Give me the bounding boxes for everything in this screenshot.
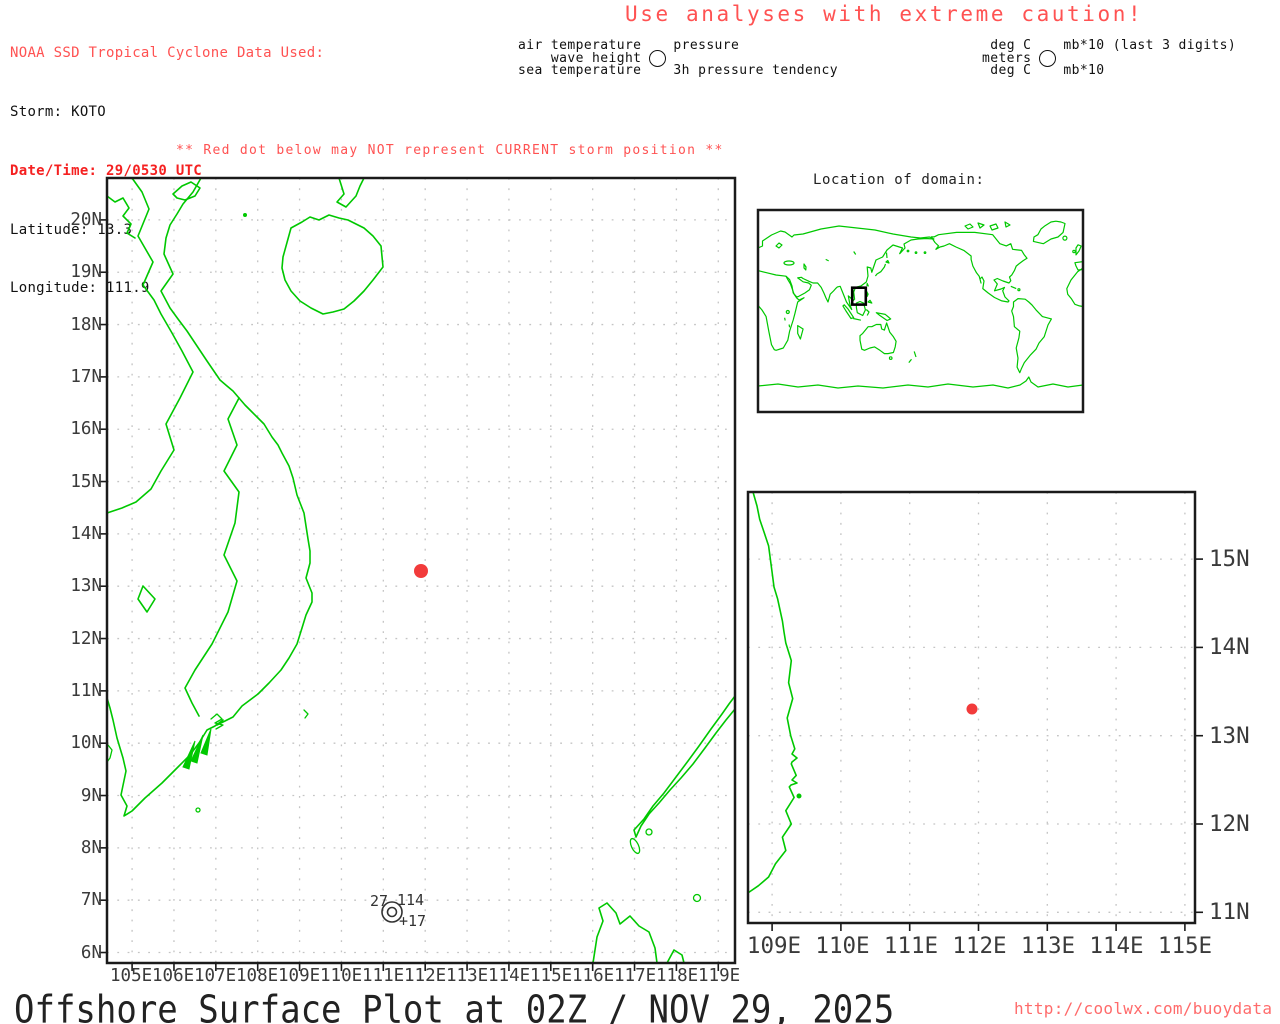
lat-tick-label: 18N xyxy=(70,314,102,335)
coastlines-south-china-sea xyxy=(106,177,736,964)
lon-tick-label: 113E xyxy=(1020,933,1076,959)
station-pressure: 114 xyxy=(397,891,424,909)
lat-tick-label: 8N xyxy=(80,838,102,859)
zoom-coastline-vietnam xyxy=(747,491,802,894)
lon-tick-label: 108E xyxy=(236,966,279,986)
lon-tick-label: 117E xyxy=(614,966,657,986)
lon-tick-label: 115E xyxy=(1157,933,1213,959)
lat-tick-label: 11N xyxy=(1209,899,1250,925)
station-inner-circle-icon xyxy=(386,906,398,918)
world-location-inset-map xyxy=(756,208,1085,414)
plot-title: Offshore Surface Plot at 02Z / NOV 29, 2… xyxy=(14,988,895,1024)
lon-tick-label: 119E xyxy=(698,966,741,986)
lat-tick-label: 9N xyxy=(80,785,102,806)
lon-tick-label: 113E xyxy=(446,966,489,986)
lon-tick-label: 109E xyxy=(278,966,321,986)
legend-wave-unit: meters xyxy=(982,50,1032,66)
lon-tick-label: 107E xyxy=(194,966,237,986)
inset-map-frame xyxy=(756,208,1085,414)
lat-tick-label: 14N xyxy=(1209,634,1250,661)
lat-tick-label: 14N xyxy=(70,524,102,545)
lat-tick-label: 10N xyxy=(70,733,102,754)
lat-tick-label: 12N xyxy=(1209,810,1250,837)
lon-tick-label: 111E xyxy=(362,966,405,986)
zoom-map-lat-axis: 15N 14N 13N 12N 11N xyxy=(1209,546,1250,925)
lat-tick-label: 12N xyxy=(70,628,102,649)
station-legend-variables: air temperature wave height sea temperat… xyxy=(518,38,838,78)
caution-banner: Use analyses with extreme caution! xyxy=(625,2,1144,26)
lon-tick-label: 110E xyxy=(815,933,870,959)
lat-tick-label: 13N xyxy=(1209,722,1250,749)
legend-air-temp-label: air temperature xyxy=(518,38,642,53)
zoom-map-ticks xyxy=(771,558,1203,931)
legend-air-unit: deg C xyxy=(990,38,1032,53)
legend-sea-unit: deg C xyxy=(990,63,1032,78)
station-pressure-tendency: +17 xyxy=(399,912,426,930)
station-circle-icon xyxy=(381,901,403,923)
lat-tick-label: 15N xyxy=(1209,546,1250,572)
legend-sea-temp-label: sea temperature xyxy=(518,63,642,78)
storm-position-dot xyxy=(966,703,978,715)
storm-name-line: Storm: KOTO xyxy=(10,103,107,120)
lon-tick-label: 114E xyxy=(1089,933,1144,959)
lon-tick-label: 112E xyxy=(952,933,1007,959)
data-source-line: NOAA SSD Tropical Cyclone Data Used: xyxy=(10,45,325,62)
storm-position-dot xyxy=(414,564,428,578)
zoom-map-lon-axis: 109E 110E 111E 112E 113E 114E 115E xyxy=(742,933,1217,959)
lat-tick-label: 19N xyxy=(70,262,102,283)
lon-tick-label: 114E xyxy=(488,966,531,986)
source-url: http://coolwx.com/buoydata xyxy=(1014,999,1273,1018)
lat-tick-label: 16N xyxy=(70,419,102,440)
zoom-map-frame xyxy=(746,490,1197,925)
lat-tick-label: 15N xyxy=(70,471,102,492)
main-surface-map: 27 114 +17 xyxy=(99,176,737,971)
con-son-island xyxy=(195,807,201,813)
lat-tick-label: 11N xyxy=(70,681,102,702)
legend-pressure-unit: mb*10 (last 3 digits) xyxy=(1063,38,1237,53)
station-legend-units: deg C meters deg C mb*10 (last 3 digits)… xyxy=(982,38,1237,78)
domain-extent-rectangle xyxy=(850,286,868,306)
station-circle-icon xyxy=(1038,50,1056,68)
inset-map-title: Location of domain: xyxy=(813,172,985,188)
main-map-frame xyxy=(105,176,737,965)
lat-tick-label: 6N xyxy=(80,942,102,963)
main-map-lon-axis: 105E 106E 107E 108E 109E 110E 111E 112E 113E 114E… xyxy=(110,966,740,986)
legend-wave-height-label: wave height xyxy=(550,50,642,66)
lat-tick-label: 20N xyxy=(70,210,102,230)
lat-tick-label: 13N xyxy=(70,576,102,597)
small-island xyxy=(796,793,802,799)
datetime-line: Date/Time: 29/0530 UTC xyxy=(10,162,203,179)
lon-tick-label: 110E xyxy=(320,966,363,986)
lat-tick-label: 7N xyxy=(80,890,102,911)
lon-tick-label: 105E xyxy=(110,966,153,986)
world-coastlines xyxy=(757,220,1084,389)
lat-tick-label: 17N xyxy=(70,367,102,388)
buoy-station-plot: 27 114 +17 xyxy=(370,891,426,930)
lon-tick-label: 112E xyxy=(404,966,447,986)
legend-tendency-label: 3h pressure tendency xyxy=(673,63,838,78)
lon-tick-label: 118E xyxy=(656,966,699,986)
legend-tendency-unit: mb*10 xyxy=(1063,63,1105,78)
zoom-map-gridlines xyxy=(748,492,1195,923)
station-circle-icon xyxy=(648,50,666,68)
main-map-lat-axis: 20N 19N 18N 17N 16N 15N 14N 13N 12N 11N 10N 9N 8N 7N 6… xyxy=(50,210,102,963)
storm-position-warning: ** Red dot below may NOT represent CURRE… xyxy=(176,143,724,158)
lon-tick-label: 109E xyxy=(746,933,802,959)
lon-tick-label: 115E xyxy=(530,966,573,986)
longitude-line: Longitude: 111.9 xyxy=(10,280,150,297)
small-island xyxy=(243,213,247,217)
storm-info-header: NOAA SSD Tropical Cyclone Data Used: Sto… xyxy=(10,5,324,338)
lon-tick-label: 116E xyxy=(572,966,615,986)
main-map-ticks xyxy=(99,219,720,971)
lon-tick-label: 111E xyxy=(883,933,939,959)
storm-zoom-map xyxy=(746,490,1203,931)
station-air-temp: 27 xyxy=(370,892,388,910)
legend-pressure-label: pressure xyxy=(673,38,740,53)
lon-tick-label: 106E xyxy=(152,966,195,986)
